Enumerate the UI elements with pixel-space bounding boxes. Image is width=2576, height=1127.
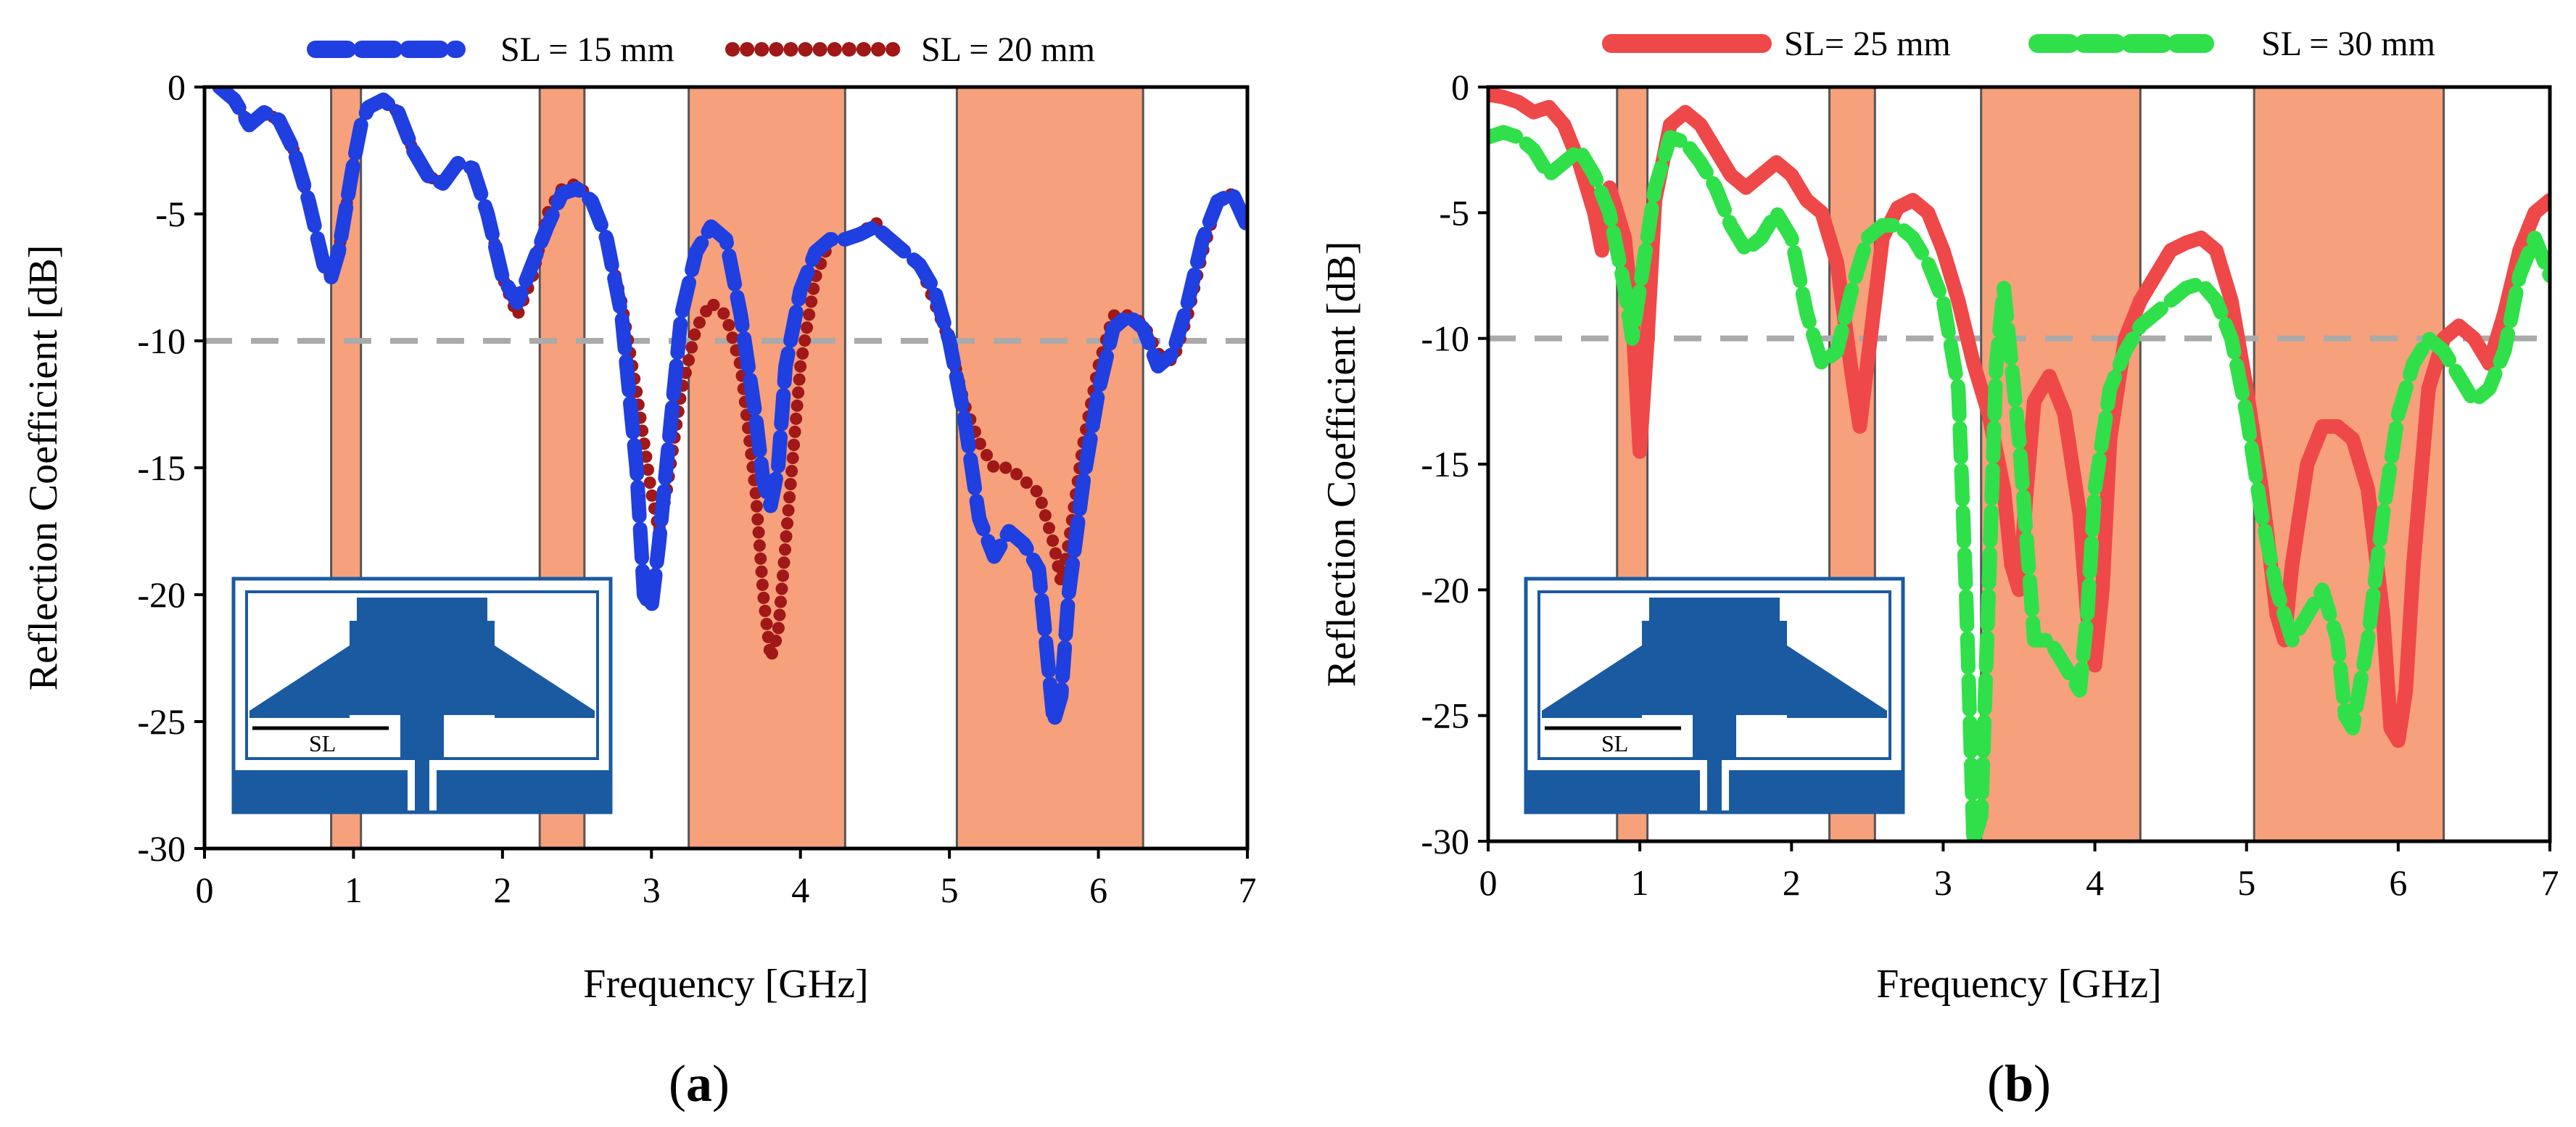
x-axis-title-a: Frequency [GHz] [583, 962, 868, 1007]
x-tick-label: 4 [791, 870, 809, 910]
x-tick-label: 5 [941, 870, 959, 910]
right-slot-bar [495, 711, 595, 718]
y-tick-label: -15 [1421, 444, 1469, 484]
panel-label-a: (a) [669, 1054, 730, 1112]
chart-panel-a: SL = 15 mm SL = 20 mm SL [21, 30, 1257, 1112]
antenna-inset-b: SL [1524, 577, 1905, 814]
ground-left [234, 770, 408, 812]
frequency-bands-a [330, 86, 1144, 850]
left-arm [249, 645, 350, 711]
x-tick-label: 6 [2389, 862, 2407, 903]
panel-label-b: (b) [1987, 1054, 2051, 1112]
x-tick-label: 1 [1631, 862, 1649, 903]
y-axis-ticks-a: 0 -5 -10 -15 -20 -25 -30 [137, 67, 205, 869]
legend-label-sl20: SL = 20 mm [921, 30, 1095, 69]
ground-left [1526, 770, 1700, 812]
x-tick-label: 1 [344, 870, 363, 910]
legend-label-sl30: SL = 30 mm [2261, 25, 2435, 63]
x-tick-label: 4 [2086, 862, 2104, 903]
inset-sl-label: SL [309, 730, 336, 756]
ground-right [1729, 770, 1903, 812]
feed-stub [400, 715, 444, 759]
patch-top [357, 598, 487, 621]
x-tick-label: 3 [1934, 862, 1952, 903]
legend-label-sl15: SL = 15 mm [500, 30, 674, 69]
x-tick-label: 2 [1783, 862, 1801, 903]
patch-center [1642, 621, 1787, 715]
feed-line [1707, 759, 1722, 812]
feed-line [415, 759, 429, 812]
y-tick-label: 0 [168, 67, 186, 107]
right-arm [495, 645, 595, 711]
y-axis-title-b: Reflection Coefficient [dB] [1319, 242, 1364, 688]
chart-panel-b: SL= 25 mm SL = 30 mm SL 0 1 [1319, 25, 2559, 1112]
y-tick-label: -20 [1421, 569, 1469, 610]
x-tick-label: 5 [2237, 862, 2255, 903]
y-tick-label: -10 [1421, 318, 1469, 359]
patch-top [1649, 598, 1780, 621]
ground-right [437, 770, 611, 812]
series-line-sl30 [1488, 125, 2550, 841]
series-line-sl15 [212, 87, 1247, 729]
y-tick-label: -10 [137, 321, 186, 361]
x-tick-label: 2 [493, 870, 511, 910]
legend-a: SL = 15 mm SL = 20 mm [307, 30, 1095, 69]
y-tick-label: -5 [155, 194, 186, 234]
y-tick-label: -20 [137, 574, 186, 615]
y-tick-label: -15 [137, 447, 186, 488]
patch-center [350, 621, 495, 715]
x-axis-title-b: Frequency [GHz] [1876, 962, 2161, 1007]
right-arm [1787, 645, 1887, 711]
y-tick-label: -25 [137, 701, 186, 742]
left-slot-bar [249, 711, 350, 718]
left-slot-bar [1542, 711, 1642, 718]
feed-stub [1693, 715, 1736, 759]
x-axis-ticks-a: 0 1 2 3 4 5 6 7 [196, 849, 1257, 910]
y-tick-label: -30 [1421, 821, 1469, 862]
y-tick-label: -5 [1439, 192, 1469, 233]
x-tick-label: 0 [196, 870, 214, 910]
legend-label-sl25: SL= 25 mm [1784, 25, 1951, 63]
right-slot-bar [1787, 711, 1887, 718]
y-tick-label: 0 [1451, 67, 1469, 107]
antenna-inset-a: SL [231, 577, 613, 814]
inset-sl-label: SL [1601, 730, 1628, 756]
left-arm [1542, 645, 1642, 711]
y-axis-title-a: Reflection Coefficient [dB] [21, 245, 66, 691]
x-tick-label: 0 [1479, 862, 1498, 903]
y-tick-label: -30 [137, 828, 186, 869]
y-tick-label: -25 [1421, 695, 1469, 736]
x-tick-label: 7 [2541, 862, 2559, 903]
x-axis-ticks-b: 0 1 2 3 4 5 6 7 [1479, 841, 2559, 903]
band-a-4 [955, 86, 1144, 850]
x-tick-label: 3 [643, 870, 661, 910]
y-axis-ticks-b: 0 -5 -10 -15 -20 -25 -30 [1421, 67, 1488, 862]
legend-b: SL= 25 mm SL = 30 mm [1602, 25, 2435, 63]
x-tick-label: 7 [1239, 870, 1257, 910]
x-tick-label: 6 [1089, 870, 1107, 910]
